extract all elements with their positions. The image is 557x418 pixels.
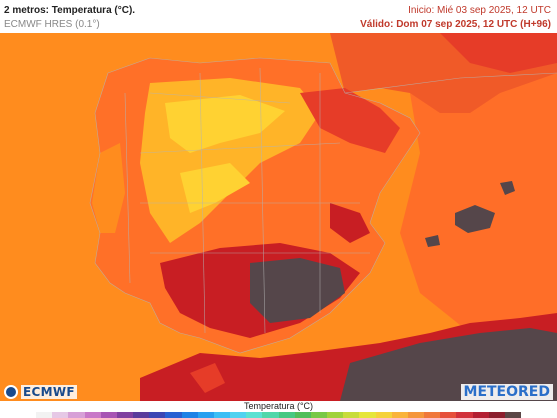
legend-swatch — [375, 412, 392, 418]
model-name: ECMWF HRES (0.1°) — [4, 19, 100, 30]
strait-area — [190, 363, 225, 393]
legend-swatch — [149, 412, 166, 418]
legend-swatch — [133, 412, 150, 418]
legend-swatch — [440, 412, 457, 418]
color-legend: Temperatura (°C) — [0, 401, 557, 418]
map-title: 2 metros: Temperatura (°C). — [4, 5, 136, 16]
ibiza — [425, 235, 440, 247]
legend-swatch — [100, 412, 117, 418]
france-hot — [440, 33, 557, 73]
legend-swatch — [456, 412, 473, 418]
legend-swatch — [407, 412, 425, 418]
temperature-map — [0, 33, 557, 401]
legend-swatch — [165, 412, 182, 418]
legend-swatch — [488, 412, 505, 418]
legend-swatch — [84, 412, 101, 418]
meteored-logo: METEORED — [460, 384, 553, 400]
run-start-time: Inicio: Mié 03 sep 2025, 12 UTC — [408, 5, 551, 16]
portugal-coast — [92, 143, 125, 233]
header: 2 metros: Temperatura (°C). ECMWF HRES (… — [0, 0, 557, 33]
central-ranges — [180, 163, 250, 213]
legend-swatch — [327, 412, 344, 418]
ecmwf-logo-icon — [4, 385, 18, 399]
legend-swatch — [230, 412, 247, 418]
legend-swatch — [310, 412, 328, 418]
legend-swatch — [294, 412, 311, 418]
legend-swatch — [504, 412, 522, 418]
legend-swatch — [424, 412, 441, 418]
legend-swatch — [197, 412, 214, 418]
legend-title: Temperatura (°C) — [243, 401, 314, 411]
legend-swatch — [278, 412, 295, 418]
legend-swatch — [359, 412, 376, 418]
legend-color-bar — [36, 412, 522, 418]
southern-extreme — [250, 258, 345, 323]
legend-swatch — [472, 412, 489, 418]
north-africa-extreme — [340, 328, 557, 401]
ecmwf-logo: ECMWF — [4, 384, 77, 400]
map-canvas — [0, 33, 557, 401]
mallorca — [455, 205, 495, 233]
legend-swatch — [116, 412, 134, 418]
legend-swatch — [181, 412, 198, 418]
legend-swatch — [68, 412, 85, 418]
ebro-valley — [300, 88, 400, 153]
menorca — [500, 181, 515, 195]
ecmwf-logo-text: ECMWF — [21, 385, 77, 399]
northern-highlands — [165, 95, 285, 153]
legend-swatch — [36, 412, 53, 418]
legend-swatch — [343, 412, 360, 418]
legend-swatch — [52, 412, 69, 418]
legend-swatch — [213, 412, 231, 418]
legend-swatch — [262, 412, 279, 418]
southeast-hot — [330, 203, 370, 243]
valid-time: Válido: Dom 07 sep 2025, 12 UTC (H+96) — [360, 19, 551, 30]
admin-borders — [89, 57, 557, 354]
legend-swatch — [391, 412, 408, 418]
legend-swatch — [246, 412, 263, 418]
